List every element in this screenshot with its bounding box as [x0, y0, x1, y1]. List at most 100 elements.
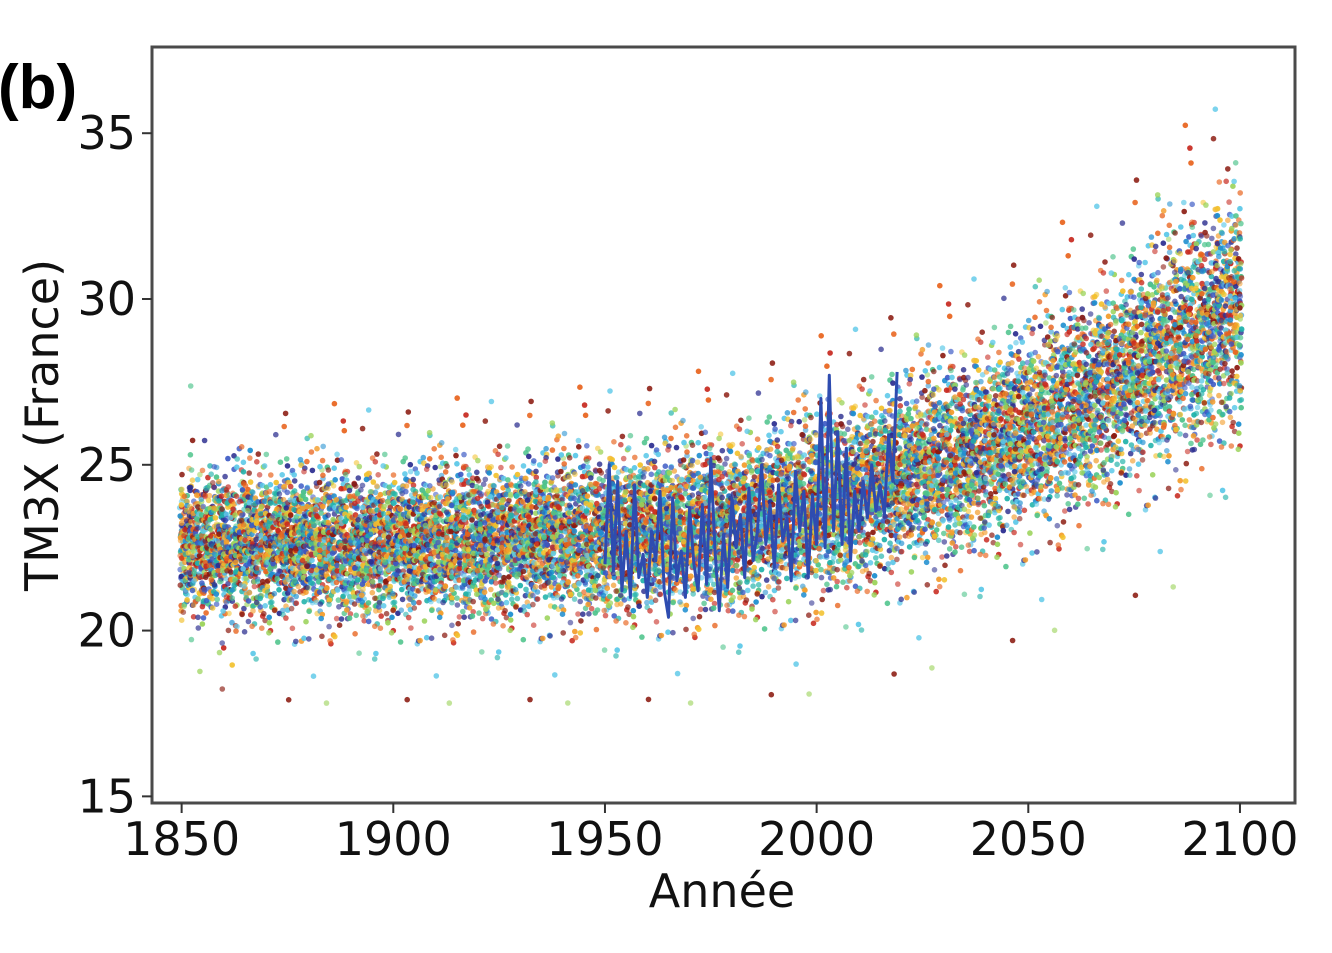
- scatter-point: [458, 471, 464, 478]
- scatter-point: [194, 476, 201, 483]
- scatter-point: [244, 507, 251, 514]
- scatter-point: [425, 487, 432, 494]
- scatter-point: [233, 493, 240, 500]
- scatter-point: [426, 429, 433, 436]
- scatter-point: [181, 493, 188, 500]
- scatter-point: [255, 451, 262, 457]
- scatter-point: [455, 620, 462, 627]
- scatter-point: [199, 467, 206, 474]
- scatter-point: [410, 476, 417, 483]
- scatter-point: [429, 607, 435, 614]
- scatter-point: [402, 455, 409, 461]
- scatter-point: [258, 503, 265, 510]
- scatter-point: [359, 592, 365, 598]
- scatter-point: [507, 627, 513, 634]
- scatter-point: [219, 506, 225, 512]
- scatter-point: [478, 503, 485, 510]
- scatter-point: [258, 532, 264, 538]
- scatter-point: [365, 407, 372, 413]
- scatter-point: [320, 503, 326, 510]
- scatter-point: [477, 542, 484, 549]
- scatter-point: [180, 609, 187, 615]
- scatter-point: [229, 587, 235, 593]
- scatter-point: [299, 557, 306, 564]
- scatter-point: [470, 629, 477, 635]
- scatter-point: [189, 437, 196, 444]
- scatter-point: [495, 451, 501, 458]
- scatter-point: [313, 506, 319, 513]
- scatter-point: [449, 479, 455, 485]
- scatter-point: [287, 512, 294, 519]
- scatter-point: [188, 636, 195, 643]
- scatter-point: [274, 575, 281, 582]
- scatter-point: [380, 595, 386, 602]
- scatter-point: [285, 697, 292, 703]
- scatter-point: [333, 615, 340, 622]
- scatter-point: [229, 662, 235, 668]
- scatter-point: [303, 618, 309, 625]
- scatter-point: [293, 593, 300, 600]
- scatter-point: [380, 511, 387, 517]
- scatter-point: [325, 481, 332, 487]
- scatter-point: [319, 457, 326, 464]
- scatter-point: [264, 583, 271, 590]
- scatter-point: [195, 504, 201, 510]
- scatter-point: [228, 514, 234, 521]
- scatter-point: [240, 481, 247, 487]
- scatter-point: [507, 611, 514, 618]
- scatter-point: [223, 599, 230, 605]
- scatter-point: [463, 412, 469, 418]
- scatter-point: [325, 467, 332, 473]
- scatter-point: [259, 482, 266, 489]
- scatter-point: [317, 547, 323, 554]
- scatter-point: [482, 476, 489, 483]
- scatter-point: [326, 601, 332, 608]
- scatter-point: [241, 605, 247, 612]
- scatter-point: [276, 587, 282, 593]
- scatter-point: [392, 512, 399, 519]
- scatter-point: [293, 638, 299, 645]
- scatter-point: [317, 601, 324, 607]
- scatter-point: [475, 457, 481, 464]
- scatter-point: [268, 472, 274, 478]
- scatter-point: [283, 505, 290, 511]
- scatter-point: [371, 516, 378, 522]
- scatter-point: [376, 583, 383, 589]
- scatter-point: [404, 696, 411, 703]
- scatter-point: [250, 489, 256, 496]
- scatter-point: [488, 586, 494, 593]
- scatter-point: [340, 418, 347, 424]
- scatter-point: [263, 451, 270, 458]
- scatter-point: [198, 496, 205, 503]
- scatter-point: [501, 574, 507, 581]
- scatter-point: [414, 470, 420, 476]
- scatter-point: [181, 603, 187, 610]
- scatter-point: [528, 398, 534, 405]
- scatter-point: [201, 586, 207, 593]
- scatter-point: [220, 563, 226, 569]
- scatter-point: [432, 464, 439, 471]
- scatter-point: [388, 630, 395, 636]
- scatter-point: [422, 522, 429, 529]
- scatter-point: [197, 668, 203, 675]
- scatter-point: [407, 468, 414, 475]
- scatter-point: [225, 627, 232, 634]
- scatter-point: [242, 537, 248, 543]
- scatter-point: [402, 471, 408, 477]
- scatter-point: [233, 569, 239, 575]
- scatter-point: [474, 475, 480, 482]
- scatter-point: [263, 568, 269, 575]
- scatter-point: [405, 614, 412, 621]
- scatter-point: [452, 446, 459, 453]
- scatter-point: [230, 506, 236, 512]
- scatter-point: [503, 455, 509, 461]
- scatter-point: [367, 489, 374, 495]
- scatter-point: [195, 625, 202, 631]
- scatter-point: [461, 451, 467, 458]
- scatter-point: [384, 524, 391, 530]
- scatter-point: [521, 558, 528, 565]
- scatter-point: [262, 617, 268, 624]
- scatter-point: [364, 608, 371, 615]
- scatter-point: [239, 517, 245, 524]
